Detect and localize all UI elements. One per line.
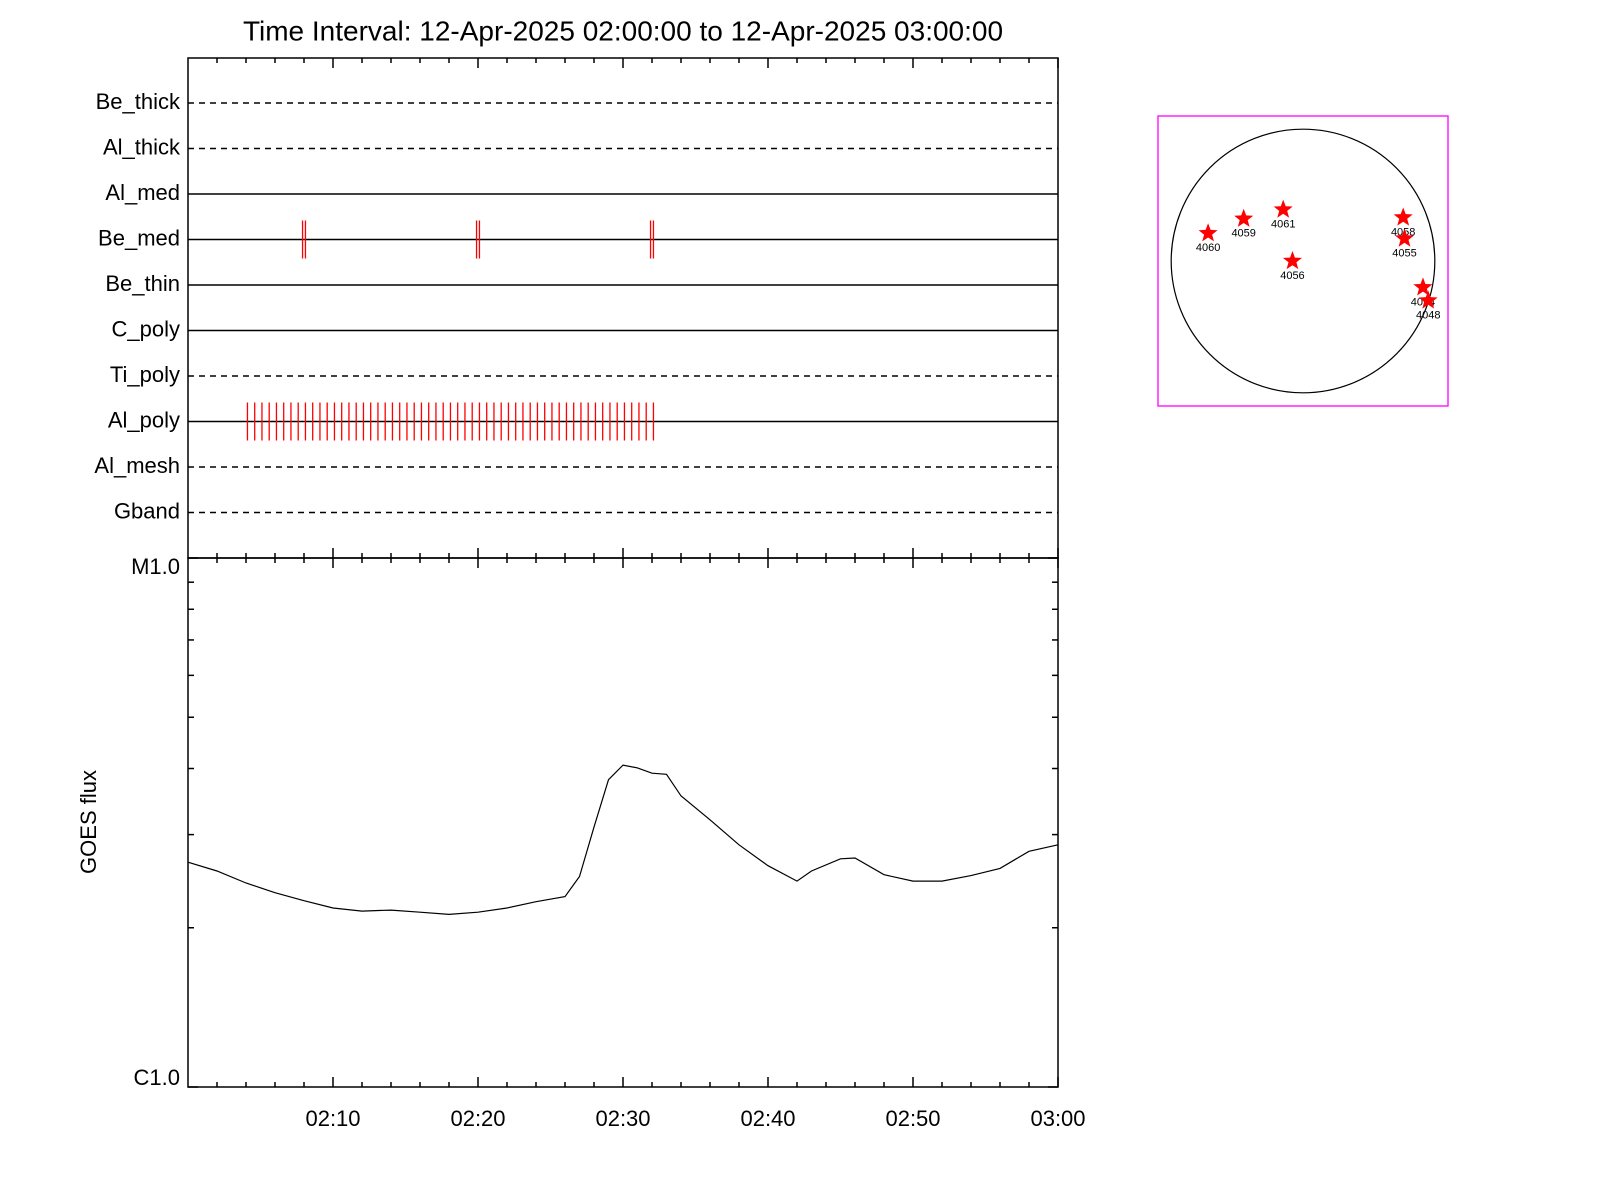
- row-label: Gband: [114, 498, 180, 523]
- row-label: Ti_poly: [110, 362, 180, 387]
- region-label: 4055: [1392, 247, 1416, 259]
- x-tick-label: 02:50: [885, 1106, 940, 1131]
- region-star: [1395, 228, 1414, 247]
- x-tick-label: 02:10: [305, 1106, 360, 1131]
- y-tick-label: C1.0: [134, 1065, 180, 1090]
- region-star: [1282, 251, 1302, 270]
- region-star: [1273, 199, 1293, 218]
- region-label: 4048: [1416, 309, 1440, 321]
- x-tick-label: 03:00: [1030, 1106, 1085, 1131]
- region-label: 4056: [1280, 270, 1304, 282]
- region-label: 4060: [1196, 242, 1220, 254]
- region-star: [1234, 208, 1254, 227]
- region-star: [1418, 290, 1438, 309]
- chart-title: Time Interval: 12-Apr-2025 02:00:00 to 1…: [243, 15, 1003, 46]
- row-label: Al_mesh: [94, 453, 180, 478]
- row-label: Al_thick: [103, 134, 181, 159]
- x-tick-label: 02:20: [450, 1106, 505, 1131]
- region-star: [1393, 207, 1413, 226]
- flux-line: [187, 764, 1059, 916]
- region-star: [1198, 223, 1218, 242]
- region-label: 4061: [1271, 218, 1295, 230]
- plot-frame: [187, 57, 1059, 559]
- solar-disk: [1170, 128, 1436, 394]
- x-tick-label: 02:30: [595, 1106, 650, 1131]
- map-frame: [1157, 115, 1449, 407]
- region-label: 4059: [1231, 228, 1255, 240]
- y-tick-label: M1.0: [131, 554, 180, 579]
- row-label: Be_thin: [105, 271, 180, 296]
- row-label: Al_med: [105, 180, 180, 205]
- y-axis-label: GOES flux: [76, 770, 101, 874]
- row-label: Be_thick: [96, 89, 181, 114]
- region-star: [1413, 277, 1433, 296]
- row-label: C_poly: [112, 316, 180, 341]
- row-label: Be_med: [98, 225, 180, 250]
- plot-frame: [187, 557, 1059, 1088]
- row-label: Al_poly: [108, 407, 180, 432]
- x-tick-label: 02:40: [740, 1106, 795, 1131]
